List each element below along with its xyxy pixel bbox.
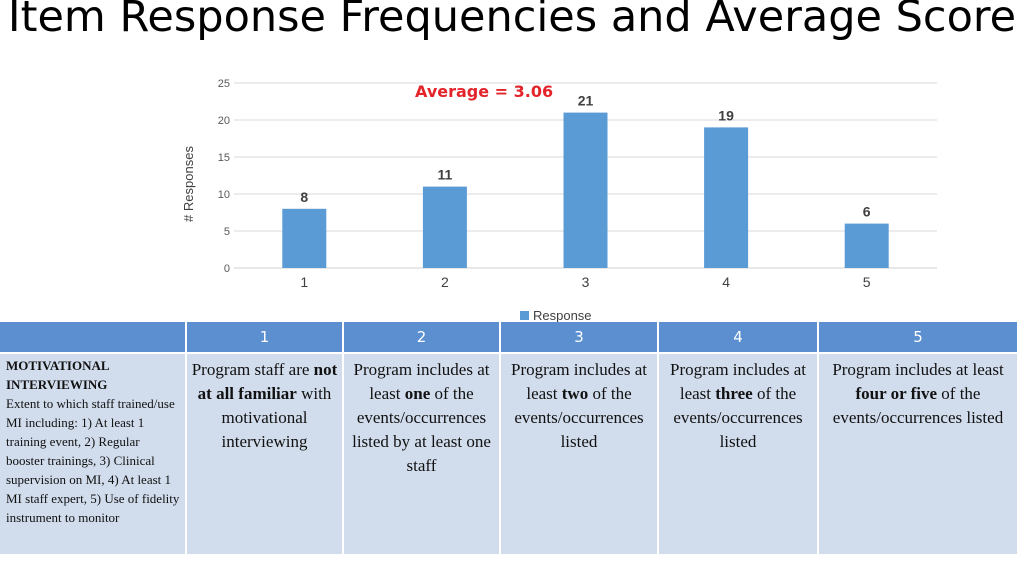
cell-text-post: of the events/occurrences listed bbox=[673, 384, 803, 451]
y-tick-label: 20 bbox=[218, 115, 230, 127]
data-label: 21 bbox=[578, 93, 594, 109]
bar bbox=[844, 223, 889, 268]
y-tick-label: 25 bbox=[218, 78, 230, 90]
score-cell-1: Program staff are not at all familiar wi… bbox=[186, 353, 344, 554]
bar-chart: 0 5 10 15 20 25 8 11 21 19 6 1 2 3 4 5 # Responses Re… bbox=[181, 78, 937, 322]
data-labels: 8 11 21 19 6 bbox=[300, 93, 870, 220]
table-header-1: 1 bbox=[186, 322, 344, 354]
table-header-5: 5 bbox=[818, 322, 1019, 354]
bars bbox=[282, 112, 889, 269]
score-cell-5: Program includes at least four or five o… bbox=[818, 353, 1019, 554]
x-tick-label: 3 bbox=[582, 274, 590, 290]
average-annotation: Average = 3.06 bbox=[415, 82, 554, 101]
cell-text-post: of the events/occurrences listed bbox=[832, 384, 1004, 427]
y-tick-label: 5 bbox=[224, 226, 230, 238]
y-tick-label: 10 bbox=[218, 189, 230, 201]
rubric-table: 1 2 3 4 5 MOTIVATIONAL INTERVIEWING Exte… bbox=[0, 322, 1019, 554]
table-header-3: 3 bbox=[500, 322, 659, 354]
cell-text-pre: Program includes at least bbox=[511, 360, 647, 403]
cell-text-bold: not at all familiar bbox=[197, 360, 338, 403]
legend-swatch bbox=[520, 311, 529, 320]
data-label: 19 bbox=[718, 107, 734, 123]
cell-text-bold: one bbox=[404, 384, 431, 403]
score-cell-2: Program includes at least one of the eve… bbox=[343, 353, 501, 554]
table-row: MOTIVATIONAL INTERVIEWING Extent to whic… bbox=[0, 353, 1019, 554]
legend: Response bbox=[520, 308, 592, 322]
score-cell-4: Program includes at least three of the e… bbox=[658, 353, 819, 554]
y-axis-label: # Responses bbox=[181, 146, 196, 222]
legend-label: Response bbox=[533, 308, 592, 322]
x-tick-label: 2 bbox=[441, 274, 449, 290]
x-axis-ticks: 1 2 3 4 5 bbox=[300, 274, 870, 290]
y-tick-label: 15 bbox=[218, 152, 230, 164]
cell-text-pre: Program staff are bbox=[191, 360, 314, 379]
cell-text-post: of the events/occurrences listed bbox=[514, 384, 644, 451]
table-header-row: 1 2 3 4 5 bbox=[0, 322, 1019, 354]
table-header-2: 2 bbox=[343, 322, 501, 354]
bar bbox=[282, 208, 327, 268]
x-tick-label: 1 bbox=[300, 274, 308, 290]
score-cell-3: Program includes at least two of the eve… bbox=[500, 353, 659, 554]
cell-text-bold: four or five bbox=[855, 384, 938, 403]
cell-text-pre: Program includes at least bbox=[670, 360, 806, 403]
item-title: MOTIVATIONAL INTERVIEWING bbox=[6, 358, 109, 392]
page-title: Item Response Frequencies and Average Sc… bbox=[7, 0, 1017, 42]
data-label: 6 bbox=[863, 204, 871, 220]
cell-text-post: of the events/occurrences listed by at l… bbox=[352, 384, 491, 475]
cell-text-pre: Program includes at least bbox=[353, 360, 490, 403]
bar bbox=[422, 186, 467, 268]
cell-text-pre: Program includes at least bbox=[832, 360, 1004, 379]
x-tick-label: 5 bbox=[863, 274, 871, 290]
bar bbox=[563, 112, 608, 268]
data-label: 11 bbox=[437, 167, 452, 183]
table-header-corner bbox=[0, 322, 187, 354]
cell-text-bold: two bbox=[561, 384, 589, 403]
x-tick-label: 4 bbox=[722, 274, 730, 290]
table-header-4: 4 bbox=[658, 322, 819, 354]
item-description: Extent to which staff trained/use MI inc… bbox=[6, 396, 180, 525]
y-tick-label: 0 bbox=[224, 263, 230, 275]
item-description-cell: MOTIVATIONAL INTERVIEWING Extent to whic… bbox=[0, 353, 187, 554]
cell-text-post: with motivational interviewing bbox=[221, 384, 332, 451]
bar bbox=[704, 127, 749, 269]
data-label: 8 bbox=[300, 189, 308, 205]
y-axis-ticks: 0 5 10 15 20 25 bbox=[218, 78, 230, 275]
cell-text-bold: three bbox=[715, 384, 753, 403]
